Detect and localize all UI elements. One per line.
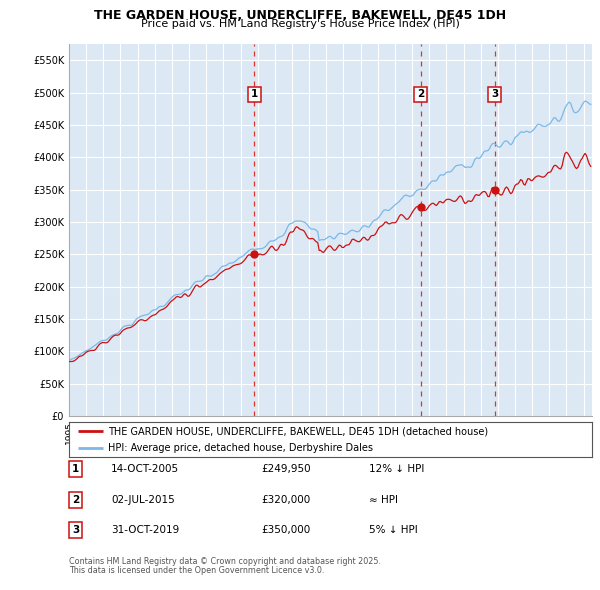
Text: HPI: Average price, detached house, Derbyshire Dales: HPI: Average price, detached house, Derb… xyxy=(108,442,373,453)
Text: 3: 3 xyxy=(491,90,499,100)
Text: This data is licensed under the Open Government Licence v3.0.: This data is licensed under the Open Gov… xyxy=(69,566,325,575)
Text: ≈ HPI: ≈ HPI xyxy=(369,495,398,504)
Text: £350,000: £350,000 xyxy=(261,526,310,535)
Text: 14-OCT-2005: 14-OCT-2005 xyxy=(111,464,179,474)
Text: THE GARDEN HOUSE, UNDERCLIFFE, BAKEWELL, DE45 1DH: THE GARDEN HOUSE, UNDERCLIFFE, BAKEWELL,… xyxy=(94,9,506,22)
Text: THE GARDEN HOUSE, UNDERCLIFFE, BAKEWELL, DE45 1DH (detached house): THE GARDEN HOUSE, UNDERCLIFFE, BAKEWELL,… xyxy=(108,427,488,437)
Text: 1: 1 xyxy=(250,90,258,100)
Text: 1: 1 xyxy=(72,464,79,474)
Text: £249,950: £249,950 xyxy=(261,464,311,474)
Text: 3: 3 xyxy=(72,526,79,535)
Text: 02-JUL-2015: 02-JUL-2015 xyxy=(111,495,175,504)
Text: 2: 2 xyxy=(72,495,79,504)
Text: 31-OCT-2019: 31-OCT-2019 xyxy=(111,526,179,535)
Text: 5% ↓ HPI: 5% ↓ HPI xyxy=(369,526,418,535)
Text: 12% ↓ HPI: 12% ↓ HPI xyxy=(369,464,424,474)
Text: £320,000: £320,000 xyxy=(261,495,310,504)
Text: 2: 2 xyxy=(417,90,424,100)
Text: Contains HM Land Registry data © Crown copyright and database right 2025.: Contains HM Land Registry data © Crown c… xyxy=(69,558,381,566)
Text: Price paid vs. HM Land Registry's House Price Index (HPI): Price paid vs. HM Land Registry's House … xyxy=(140,19,460,30)
